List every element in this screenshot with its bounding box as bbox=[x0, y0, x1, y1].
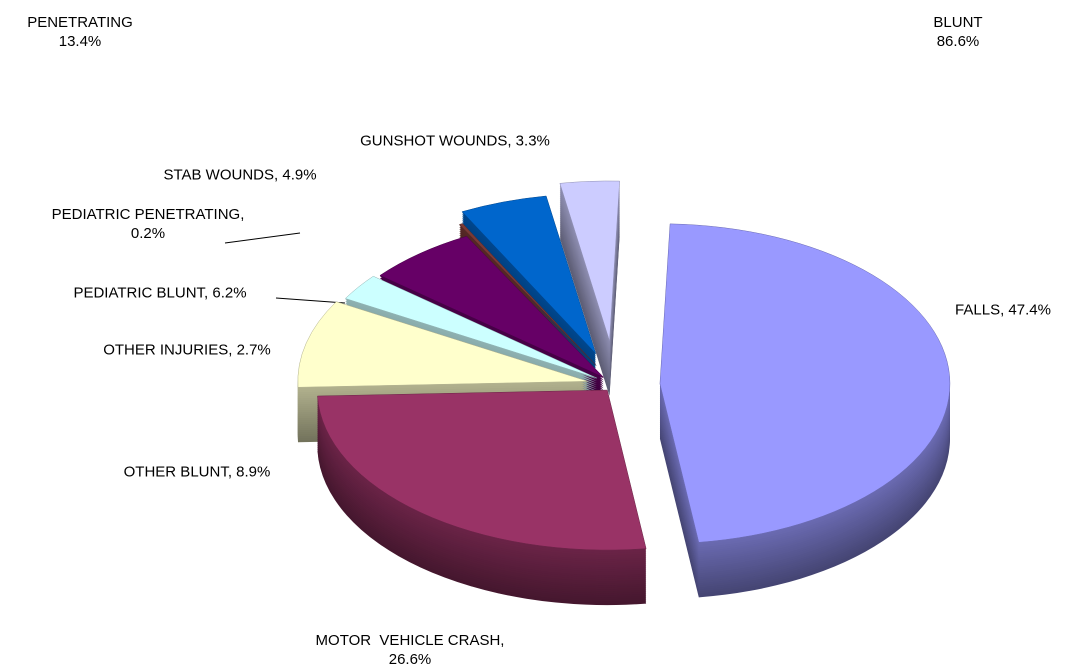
slice bbox=[458, 223, 597, 366]
slice-label: FALLS, 47.4% bbox=[955, 301, 1051, 319]
leader-line bbox=[224, 232, 301, 244]
group-value: 13.4% bbox=[58, 33, 102, 50]
group-value: 86.6% bbox=[936, 33, 980, 50]
slice bbox=[297, 301, 588, 388]
slice-side bbox=[459, 226, 597, 369]
slice-label: PEDIATRIC BLUNT, 6.2% bbox=[73, 284, 247, 302]
slice-label: PEDIATRIC PENETRATING, 0.2% bbox=[51, 206, 245, 242]
slice-label: OTHER BLUNT, 8.9% bbox=[123, 463, 271, 481]
group-name: PENETRATING bbox=[27, 14, 133, 31]
slice-label: STAB WOUNDS, 4.9% bbox=[163, 166, 317, 184]
slice-label: MOTOR VEHICLE CRASH, 26.6% bbox=[315, 632, 505, 668]
slice bbox=[379, 235, 604, 378]
group-label: BLUNT 86.6% bbox=[933, 13, 982, 51]
group-label: PENETRATING 13.4% bbox=[27, 13, 133, 51]
slice bbox=[461, 195, 597, 354]
slice bbox=[559, 180, 620, 342]
group-name: BLUNT bbox=[933, 14, 983, 31]
slice-label: OTHER INJURIES, 2.7% bbox=[103, 341, 271, 359]
slice bbox=[344, 275, 598, 379]
slice bbox=[317, 389, 647, 551]
slice bbox=[659, 223, 951, 543]
slice-label: GUNSHOT WOUNDS, 3.3% bbox=[360, 132, 550, 150]
leader-line bbox=[275, 297, 346, 304]
